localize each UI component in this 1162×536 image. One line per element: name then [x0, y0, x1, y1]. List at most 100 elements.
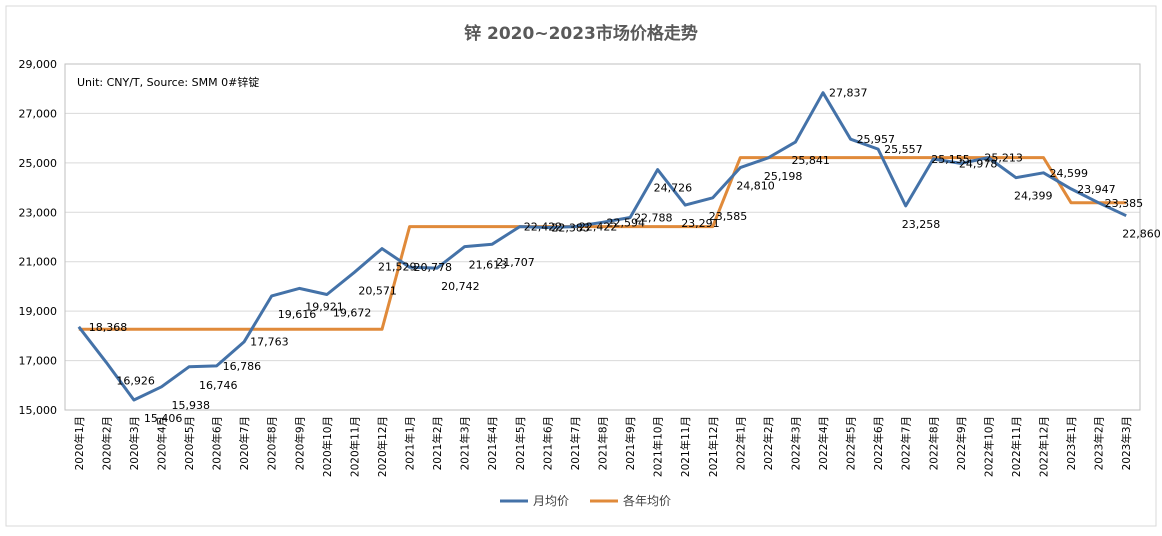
data-label: 15,406	[144, 412, 183, 425]
data-label: 27,837	[829, 87, 868, 100]
y-tick-label: 29,000	[19, 58, 58, 71]
data-label: 20,778	[414, 261, 453, 274]
data-label: 24,599	[1050, 167, 1089, 180]
data-label: 25,841	[791, 154, 830, 167]
x-tick-label: 2022年11月	[1010, 416, 1023, 477]
chart-title: 锌 2020~2023市场价格走势	[464, 23, 698, 44]
x-tick-label: 2020年1月	[73, 416, 86, 470]
data-label: 25,557	[884, 143, 923, 156]
data-label: 24,726	[654, 182, 693, 195]
legend-label-monthly: 月均价	[533, 494, 569, 508]
data-label: 22,594	[607, 216, 646, 229]
y-tick-label: 23,000	[19, 206, 58, 219]
x-tick-label: 2022年1月	[734, 416, 747, 470]
data-label: 23,385	[1105, 197, 1144, 210]
data-label: 25,957	[857, 133, 896, 146]
x-tick-label: 2023年3月	[1120, 416, 1133, 470]
data-label: 24,399	[1014, 190, 1053, 203]
x-tick-label: 2021年1月	[404, 416, 417, 470]
data-label: 15,938	[171, 399, 210, 412]
x-tick-label: 2021年3月	[459, 416, 472, 470]
x-tick-label: 2021年6月	[541, 416, 554, 470]
legend-label-annual: 各年均价	[623, 493, 671, 508]
x-tick-label: 2022年6月	[872, 416, 885, 470]
x-tick-label: 2020年2月	[100, 416, 113, 470]
x-tick-label: 2020年6月	[211, 416, 224, 470]
data-label: 24,810	[736, 180, 775, 193]
x-tick-label: 2020年12月	[376, 416, 389, 477]
plot-area-frame	[64, 63, 1141, 411]
data-label: 16,786	[223, 360, 262, 373]
y-tick-label: 15,000	[19, 404, 58, 417]
legend: 月均价 各年均价	[500, 493, 671, 508]
x-tick-label: 2021年5月	[514, 416, 527, 470]
x-tick-label: 2022年10月	[982, 416, 995, 477]
x-tick-label: 2021年12月	[707, 416, 720, 477]
x-axis-ticks: 2020年1月 2020年2月 2020年3月 2020年4月 2020年5月 2020年…	[73, 416, 1133, 477]
data-label: 17,763	[250, 336, 289, 349]
x-tick-label: 2021年8月	[597, 416, 610, 470]
data-label: 21,707	[496, 256, 535, 269]
chart-border	[5, 5, 1157, 527]
x-tick-label: 2020年8月	[266, 416, 279, 470]
data-label: 20,742	[441, 280, 480, 293]
x-tick-label: 2021年4月	[486, 416, 499, 470]
data-label: 16,746	[199, 379, 238, 392]
data-label: 23,258	[902, 218, 941, 231]
data-label: 22,383	[551, 222, 590, 235]
x-tick-label: 2022年5月	[845, 416, 858, 470]
y-tick-label: 19,000	[19, 305, 58, 318]
x-tick-label: 2021年7月	[569, 416, 582, 470]
data-label: 23,585	[709, 210, 748, 223]
series-lines	[77, 91, 1127, 402]
data-label: 22,860	[1122, 228, 1161, 241]
x-tick-label: 2022年3月	[789, 416, 802, 470]
x-tick-label: 2020年11月	[348, 416, 361, 477]
data-label: 21,529	[378, 261, 417, 274]
data-label: 25,155	[931, 153, 970, 166]
data-label: 22,422	[579, 221, 618, 234]
x-tick-label: 2022年2月	[762, 416, 775, 470]
data-label: 19,921	[305, 300, 344, 313]
x-tick-label: 2021年11月	[679, 416, 692, 477]
y-tick-label: 27,000	[19, 107, 58, 120]
x-tick-label: 2021年2月	[431, 416, 444, 470]
data-label: 18,368	[89, 321, 128, 334]
y-tick-label: 17,000	[19, 355, 58, 368]
series-line-monthly-average	[77, 91, 1127, 402]
x-tick-label: 2020年7月	[238, 416, 251, 470]
x-tick-label: 2020年9月	[293, 416, 306, 470]
x-tick-label: 2023年1月	[1065, 416, 1078, 470]
data-label: 24,978	[959, 157, 998, 170]
x-tick-label: 2023年2月	[1093, 416, 1106, 470]
x-tick-label: 2021年10月	[652, 416, 665, 477]
data-label: 25,198	[764, 170, 803, 183]
x-tick-label: 2021年9月	[624, 416, 637, 470]
data-label: 20,571	[358, 284, 397, 297]
x-tick-label: 2022年8月	[927, 416, 940, 470]
data-label: 25,213	[984, 152, 1023, 165]
y-tick-label: 21,000	[19, 256, 58, 269]
x-tick-label: 2022年7月	[900, 416, 913, 470]
data-label: 19,616	[278, 308, 317, 321]
x-tick-label: 2022年4月	[817, 416, 830, 470]
y-tick-label: 25,000	[19, 157, 58, 170]
data-label: 16,926	[116, 374, 155, 387]
x-tick-label: 2022年12月	[1038, 416, 1051, 477]
y-axis-ticks: 15,000 17,000 19,000 21,000 23,000 25,000 27,0…	[19, 58, 58, 417]
x-tick-label: 2020年4月	[155, 416, 168, 470]
x-tick-label: 2020年5月	[183, 416, 196, 470]
data-label: 23,291	[681, 217, 720, 230]
x-tick-label: 2022年9月	[955, 416, 968, 470]
data-label: 19,672	[333, 307, 372, 320]
data-label: 21,613	[469, 259, 508, 272]
data-label: 22,788	[634, 212, 673, 225]
chart-note: Unit: CNY/T, Source: SMM 0#锌锭	[77, 75, 259, 89]
data-label: 23,947	[1077, 183, 1116, 196]
data-label: 22,422	[524, 221, 563, 234]
x-tick-label: 2020年3月	[128, 416, 141, 470]
x-tick-label: 2020年10月	[321, 416, 334, 477]
